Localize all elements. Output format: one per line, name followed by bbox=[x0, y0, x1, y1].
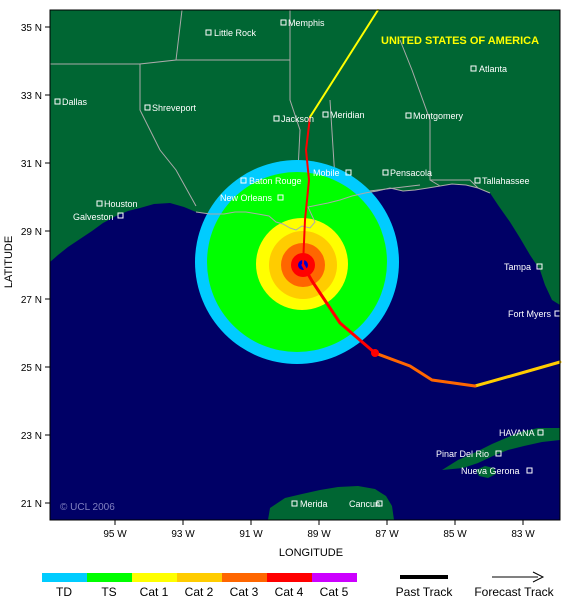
city-mobile: Mobile bbox=[313, 168, 340, 178]
storm-tracks bbox=[301, 9, 562, 388]
past-track-orange bbox=[373, 351, 477, 388]
country-label: UNITED STATES OF AMERICA bbox=[381, 35, 539, 47]
x-tick-label: 93 W bbox=[171, 529, 195, 540]
city-montgomery: Montgomery bbox=[413, 111, 464, 121]
city-baton-rouge: Baton Rouge bbox=[249, 176, 302, 186]
arrow-right-icon bbox=[532, 571, 545, 583]
x-tick-label: 85 W bbox=[443, 529, 467, 540]
city-havana: HAVANA bbox=[499, 428, 535, 438]
legend-label-td: TD bbox=[56, 585, 72, 599]
y-tick-label: 29 N bbox=[21, 227, 42, 238]
isla-juventud bbox=[476, 466, 496, 478]
city-pensacola: Pensacola bbox=[390, 168, 432, 178]
x-tick-label: 91 W bbox=[239, 529, 263, 540]
legend-swatch-cat4 bbox=[267, 573, 312, 582]
coastline-overlay bbox=[195, 183, 491, 231]
city-shreveport: Shreveport bbox=[152, 103, 197, 113]
legend-swatch-cat1 bbox=[132, 573, 177, 582]
legend: TD TS Cat 1 Cat 2 Cat 3 Cat 4 Cat 5 Past… bbox=[42, 571, 555, 599]
y-axis-title: LATITUDE bbox=[3, 236, 15, 288]
city-labels: Memphis Little Rock Atlanta Dallas Shrev… bbox=[62, 18, 552, 509]
forecast-track-legend-label: Forecast Track bbox=[474, 585, 554, 599]
legend-swatch-cat3 bbox=[222, 573, 267, 582]
copyright-text: © UCL 2006 bbox=[60, 502, 115, 513]
x-tick-label: 87 W bbox=[375, 529, 399, 540]
past-track-legend-label: Past Track bbox=[396, 585, 454, 599]
legend-label-cat5: Cat 5 bbox=[320, 585, 349, 599]
city-nueva-gerona: Nueva Gerona bbox=[461, 466, 520, 476]
legend-label-cat1: Cat 1 bbox=[140, 585, 169, 599]
city-little-rock: Little Rock bbox=[214, 28, 257, 38]
city-pinar-del-rio: Pinar Del Rio bbox=[436, 449, 489, 459]
track-point bbox=[371, 349, 379, 357]
forecast-track-yellow bbox=[309, 9, 379, 118]
city-cancun: Cancun bbox=[349, 499, 380, 509]
city-galveston: Galveston bbox=[73, 212, 114, 222]
legend-label-cat4: Cat 4 bbox=[275, 585, 304, 599]
x-tick-labels: 95 W 93 W 91 W 89 W 87 W 85 W 83 W bbox=[103, 529, 535, 540]
map-frame bbox=[49, 9, 561, 521]
past-track-red bbox=[301, 263, 377, 355]
city-jackson: Jackson bbox=[281, 114, 314, 124]
city-tampa: Tampa bbox=[504, 262, 531, 272]
legend-label-cat3: Cat 3 bbox=[230, 585, 259, 599]
city-merida: Merida bbox=[300, 499, 328, 509]
cuba-landmass bbox=[442, 428, 560, 470]
city-memphis: Memphis bbox=[288, 18, 325, 28]
legend-label-ts: TS bbox=[101, 585, 116, 599]
x-axis-title: LONGITUDE bbox=[279, 547, 343, 559]
city-houston: Houston bbox=[104, 199, 138, 209]
city-markers bbox=[54, 19, 561, 507]
legend-swatch-ts bbox=[87, 573, 132, 582]
y-tick-label: 25 N bbox=[21, 363, 42, 374]
us-landmass bbox=[50, 10, 560, 305]
legend-swatch-cat2 bbox=[177, 573, 222, 582]
y-tick-label: 23 N bbox=[21, 431, 42, 442]
city-atlanta: Atlanta bbox=[479, 64, 507, 74]
forecast-track-red bbox=[302, 116, 311, 266]
storm-wind-field bbox=[195, 160, 399, 364]
y-tick-label: 33 N bbox=[21, 91, 42, 102]
x-tick-label: 83 W bbox=[511, 529, 535, 540]
axis-tick-marks bbox=[45, 26, 524, 525]
legend-swatch-td bbox=[42, 573, 87, 582]
y-tick-label: 27 N bbox=[21, 295, 42, 306]
y-tick-label: 31 N bbox=[21, 159, 42, 170]
y-tick-label: 21 N bbox=[21, 499, 42, 510]
legend-label-cat2: Cat 2 bbox=[185, 585, 214, 599]
yucatan-landmass bbox=[268, 486, 394, 520]
legend-swatch-cat5 bbox=[312, 573, 357, 582]
city-meridian: Meridian bbox=[330, 110, 365, 120]
city-fort-myers: Fort Myers bbox=[508, 309, 552, 319]
city-tallahassee: Tallahassee bbox=[482, 176, 530, 186]
x-tick-label: 89 W bbox=[307, 529, 331, 540]
x-tick-label: 95 W bbox=[103, 529, 127, 540]
city-new-orleans: New Orleans bbox=[220, 193, 273, 203]
city-dallas: Dallas bbox=[62, 97, 88, 107]
y-tick-label: 35 N bbox=[21, 23, 42, 34]
past-track-yellow bbox=[473, 360, 562, 388]
y-tick-labels: 35 N 33 N 31 N 29 N 27 N 25 N 23 N 21 N bbox=[21, 23, 42, 510]
